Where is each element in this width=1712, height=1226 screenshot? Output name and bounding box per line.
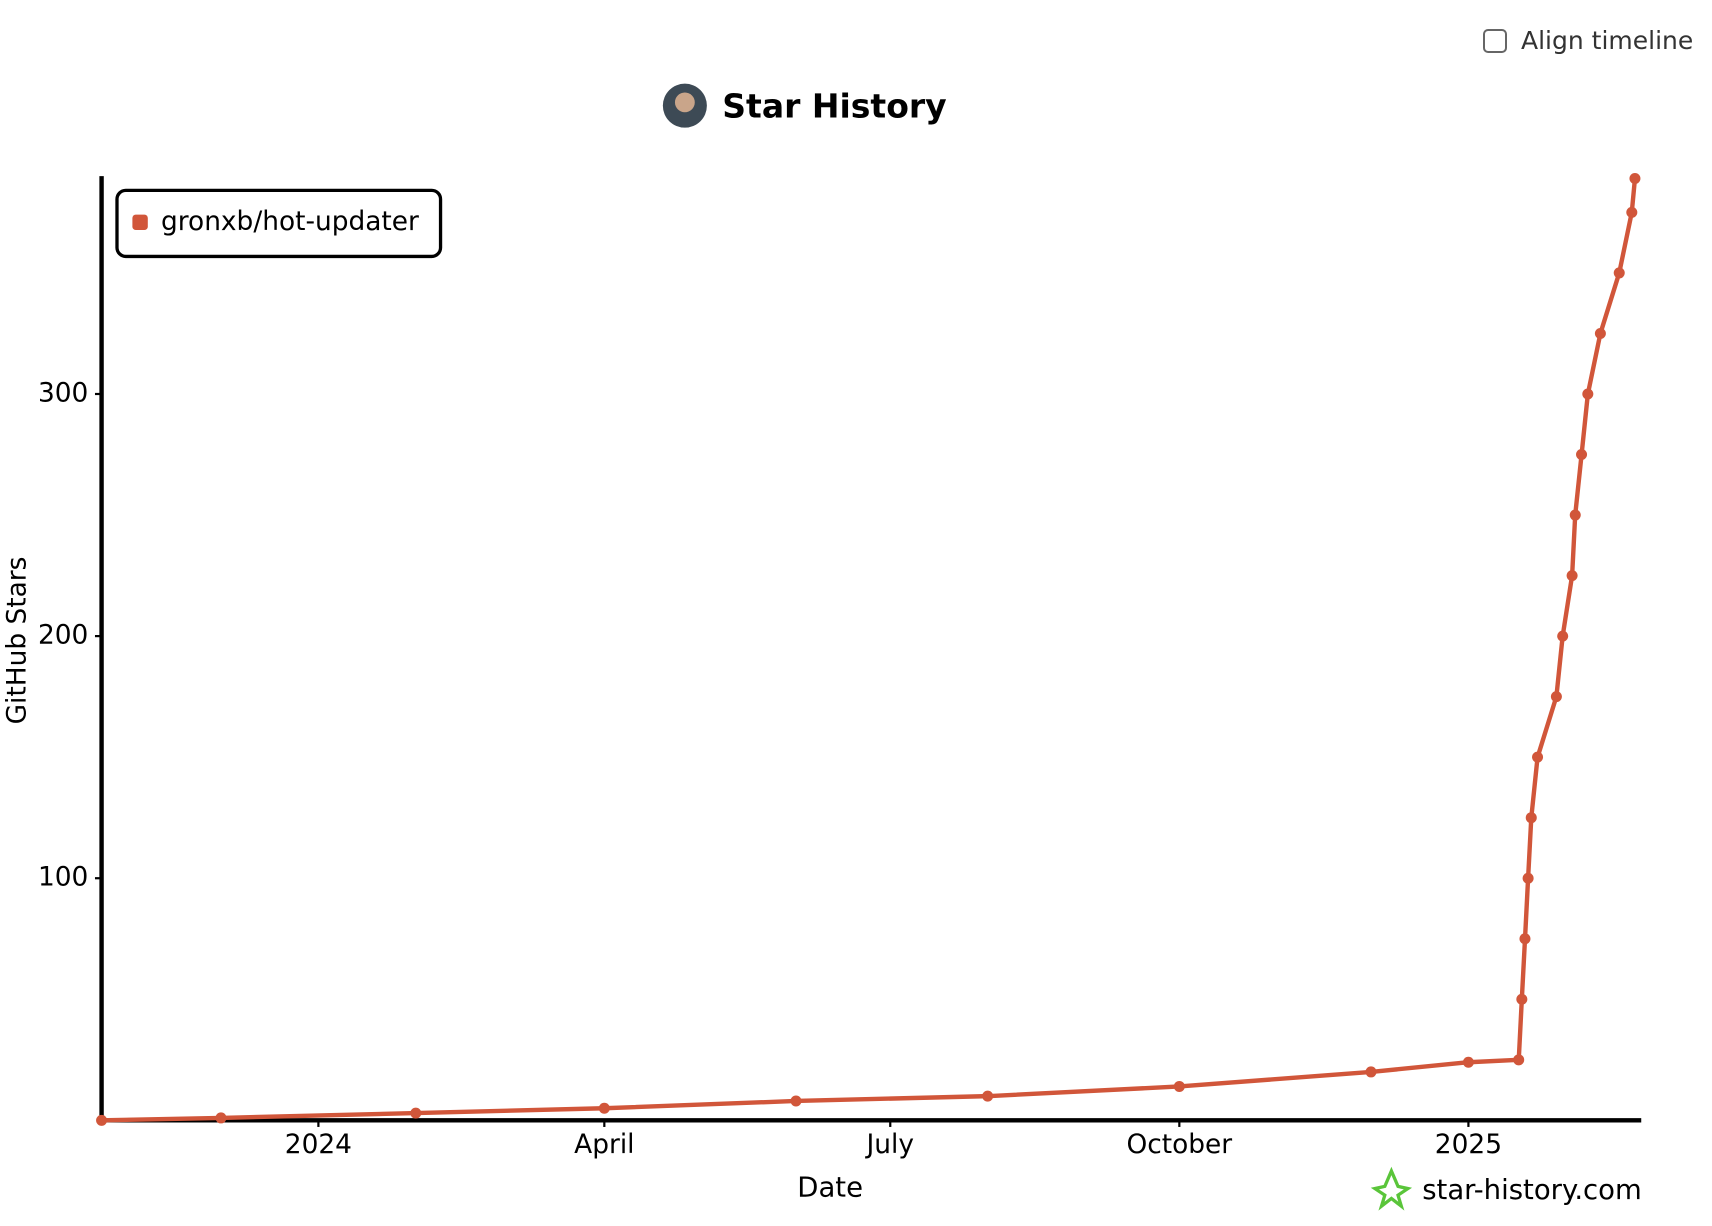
- data-point: [790, 1095, 802, 1107]
- y-tick-label: 200: [38, 620, 88, 651]
- data-point: [1516, 993, 1528, 1005]
- data-point: [1629, 173, 1641, 185]
- series-line: [101, 178, 1638, 1123]
- data-point: [982, 1090, 994, 1102]
- data-point: [1173, 1080, 1185, 1092]
- data-point: [1550, 691, 1562, 703]
- x-axis-label: Date: [797, 1172, 863, 1204]
- data-point: [1525, 812, 1537, 824]
- legend-box: [115, 188, 443, 259]
- legend-swatch: [132, 214, 148, 231]
- x-tick-label: October: [1126, 1129, 1232, 1160]
- data-point: [215, 1112, 227, 1124]
- watermark-icon: [1370, 1166, 1413, 1211]
- chart-title: Star History: [722, 86, 946, 125]
- data-point: [96, 1114, 108, 1126]
- align-timeline[interactable]: Align timeline: [1483, 26, 1693, 55]
- data-point: [1462, 1056, 1474, 1068]
- data-point: [1519, 933, 1531, 945]
- checkbox-label[interactable]: Align timeline: [1521, 26, 1694, 55]
- watermark: star-history.com: [1370, 1166, 1642, 1211]
- logo: [662, 83, 707, 128]
- data-point: [1365, 1066, 1377, 1078]
- data-point: [598, 1102, 610, 1114]
- data-point: [1557, 630, 1569, 642]
- data-point: [1613, 267, 1625, 279]
- logo-face: [674, 92, 695, 113]
- legend-label: gronxb/hot-updater: [161, 206, 419, 237]
- data-point: [1513, 1054, 1525, 1066]
- data-point: [1569, 509, 1581, 521]
- data-point: [1594, 327, 1606, 339]
- data-point: [1582, 388, 1594, 400]
- y-tick-label: 100: [38, 862, 88, 893]
- data-point: [1522, 872, 1534, 884]
- watermark-text: star-history.com: [1422, 1174, 1642, 1206]
- data-point: [1532, 751, 1544, 763]
- data-point: [410, 1107, 422, 1119]
- checkbox[interactable]: [1483, 28, 1507, 53]
- data-point: [1576, 449, 1588, 461]
- x-tick-label: April: [574, 1129, 634, 1160]
- x-tick-label: 2025: [1435, 1129, 1502, 1160]
- x-tick-label: 2024: [285, 1129, 352, 1160]
- y-tick-label: 300: [38, 377, 88, 408]
- data-point: [1566, 570, 1578, 582]
- data-point: [1626, 206, 1638, 218]
- x-tick-label: July: [865, 1129, 915, 1160]
- y-axis-label: GitHub Stars: [1, 557, 32, 725]
